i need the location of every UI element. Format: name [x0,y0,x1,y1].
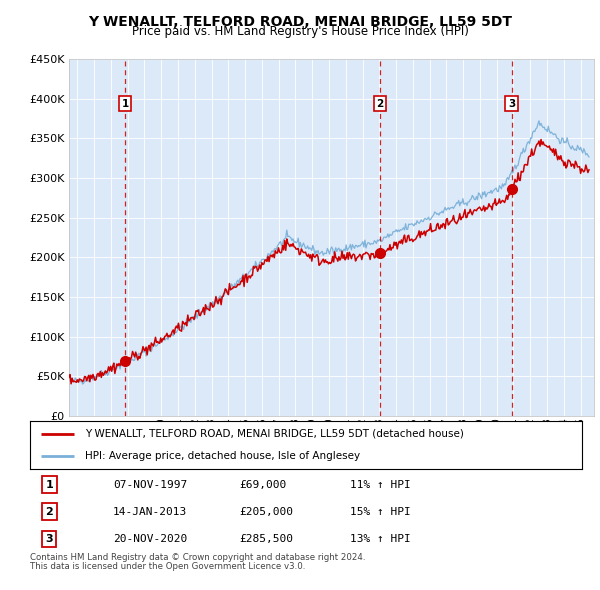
Text: £69,000: £69,000 [240,480,287,490]
Text: Price paid vs. HM Land Registry's House Price Index (HPI): Price paid vs. HM Land Registry's House … [131,25,469,38]
Text: 20-NOV-2020: 20-NOV-2020 [113,534,187,544]
Text: 1: 1 [46,480,53,490]
Text: 13% ↑ HPI: 13% ↑ HPI [350,534,411,544]
Text: 1: 1 [122,99,129,109]
Text: 11% ↑ HPI: 11% ↑ HPI [350,480,411,490]
Text: Contains HM Land Registry data © Crown copyright and database right 2024.: Contains HM Land Registry data © Crown c… [30,553,365,562]
Text: 3: 3 [46,534,53,544]
Text: 2: 2 [376,99,383,109]
Text: 15% ↑ HPI: 15% ↑ HPI [350,507,411,517]
Text: 2: 2 [46,507,53,517]
Text: HPI: Average price, detached house, Isle of Anglesey: HPI: Average price, detached house, Isle… [85,451,361,461]
Text: Y WENALLT, TELFORD ROAD, MENAI BRIDGE, LL59 5DT (detached house): Y WENALLT, TELFORD ROAD, MENAI BRIDGE, L… [85,429,464,439]
Text: 07-NOV-1997: 07-NOV-1997 [113,480,187,490]
Text: 14-JAN-2013: 14-JAN-2013 [113,507,187,517]
Text: £285,500: £285,500 [240,534,294,544]
Text: Y WENALLT, TELFORD ROAD, MENAI BRIDGE, LL59 5DT: Y WENALLT, TELFORD ROAD, MENAI BRIDGE, L… [88,15,512,29]
Text: This data is licensed under the Open Government Licence v3.0.: This data is licensed under the Open Gov… [30,562,305,571]
Text: £205,000: £205,000 [240,507,294,517]
Text: 3: 3 [508,99,515,109]
